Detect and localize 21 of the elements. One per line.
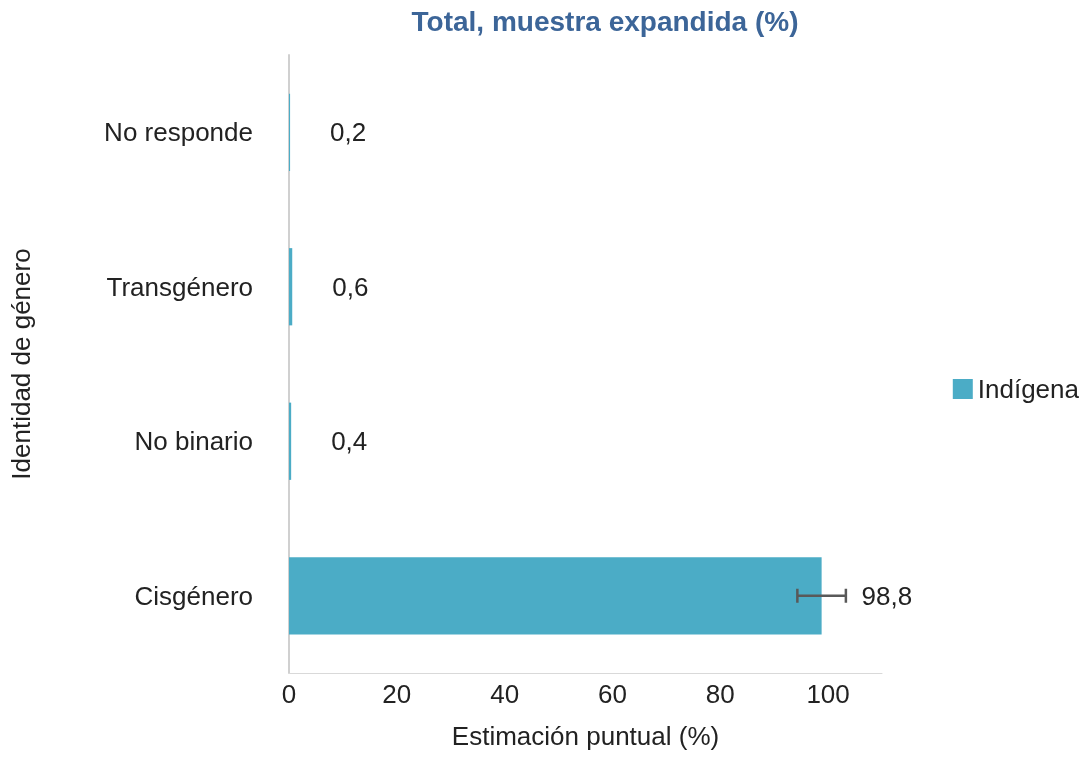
chart-title: Total, muestra expandida (%) <box>411 5 799 37</box>
y-tick-label: No responde <box>104 117 253 148</box>
data-label: 0,2 <box>330 117 367 148</box>
x-tick-label: 40 <box>490 679 520 709</box>
x-axis-title: Estimación puntual (%) <box>451 721 720 751</box>
y-axis-title: Identidad de género <box>6 248 36 480</box>
data-label: 0,6 <box>332 271 369 302</box>
data-label: 0,4 <box>331 426 368 457</box>
y-tick-label: Transgénero <box>106 271 253 302</box>
x-tick-label: 0 <box>281 679 297 709</box>
y-tick-label: Cisgénero <box>134 580 253 611</box>
x-tick-label: 80 <box>705 679 735 709</box>
data-label: 98,8 <box>861 580 913 611</box>
x-tick-label: 20 <box>382 679 412 709</box>
y-tick-label: No binario <box>134 426 253 457</box>
bar <box>289 248 293 326</box>
x-tick-label: 100 <box>806 679 850 709</box>
legend-label: Indígena <box>977 374 1080 404</box>
bar <box>289 557 822 635</box>
x-tick-label: 60 <box>597 679 627 709</box>
bar <box>289 402 292 480</box>
